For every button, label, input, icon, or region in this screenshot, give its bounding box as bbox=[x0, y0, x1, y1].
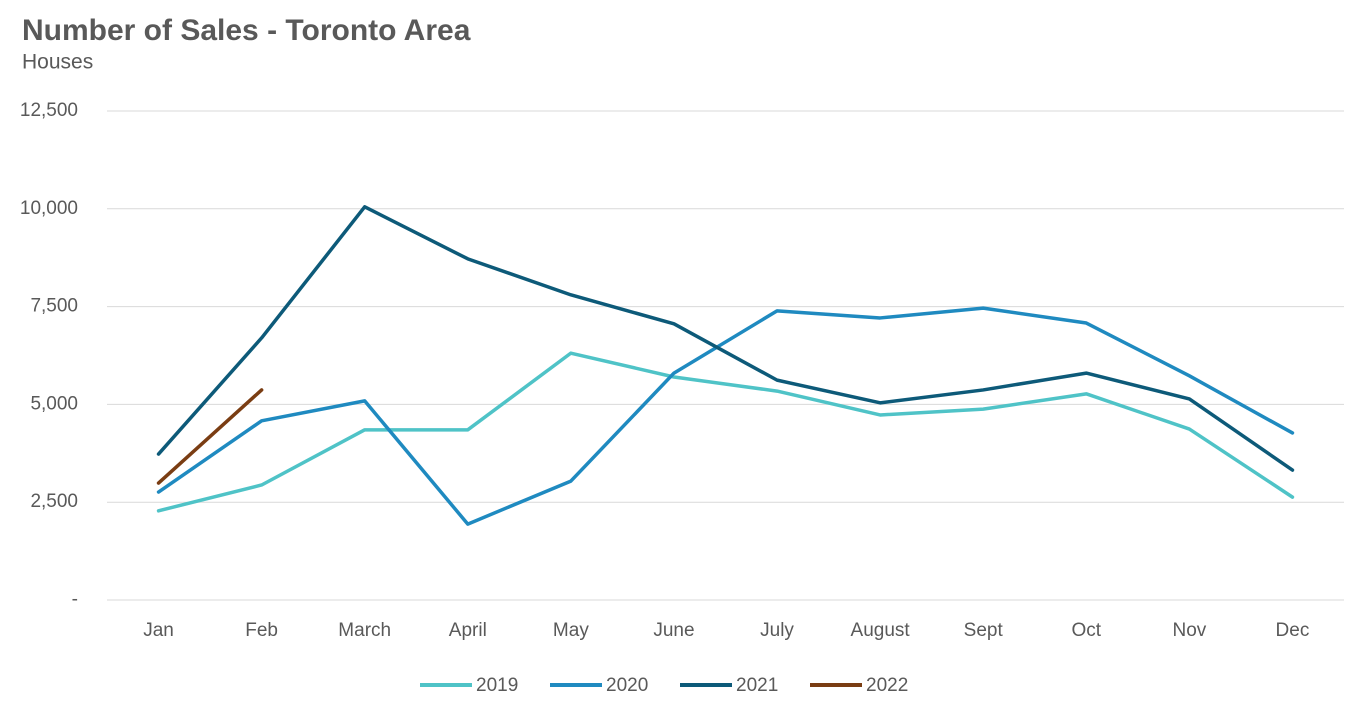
y-tick-label: 12,500 bbox=[20, 100, 78, 121]
x-tick-label: June bbox=[653, 620, 694, 641]
x-tick-label: March bbox=[338, 620, 391, 641]
chart-title: Number of Sales - Toronto Area bbox=[22, 14, 471, 47]
y-tick-label: 2,500 bbox=[30, 491, 78, 512]
x-tick-label: Oct bbox=[1072, 620, 1102, 641]
y-tick-label: - bbox=[72, 589, 78, 610]
series-line bbox=[156, 388, 264, 485]
series-line bbox=[156, 306, 1295, 526]
chart-subtitle: Houses bbox=[22, 51, 93, 74]
legend-label: 2020 bbox=[606, 675, 648, 696]
x-tick-label: Nov bbox=[1172, 620, 1206, 641]
x-tick-label: May bbox=[553, 620, 589, 641]
y-tick-label: 5,000 bbox=[30, 393, 78, 414]
x-tick-label: April bbox=[449, 620, 487, 641]
y-tick-label: 10,000 bbox=[20, 198, 78, 219]
y-tick-label: 7,500 bbox=[30, 296, 78, 317]
x-tick-label: Sept bbox=[964, 620, 1004, 641]
x-tick-label: July bbox=[760, 620, 794, 641]
series-line bbox=[156, 351, 1295, 513]
legend-label: 2021 bbox=[736, 675, 778, 696]
x-tick-label: August bbox=[851, 620, 911, 641]
x-tick-label: Jan bbox=[143, 620, 174, 641]
legend-label: 2022 bbox=[866, 675, 908, 696]
x-tick-label: Feb bbox=[245, 620, 278, 641]
legend-label: 2019 bbox=[476, 675, 518, 696]
series-line bbox=[156, 205, 1295, 472]
x-tick-label: Dec bbox=[1276, 620, 1310, 641]
